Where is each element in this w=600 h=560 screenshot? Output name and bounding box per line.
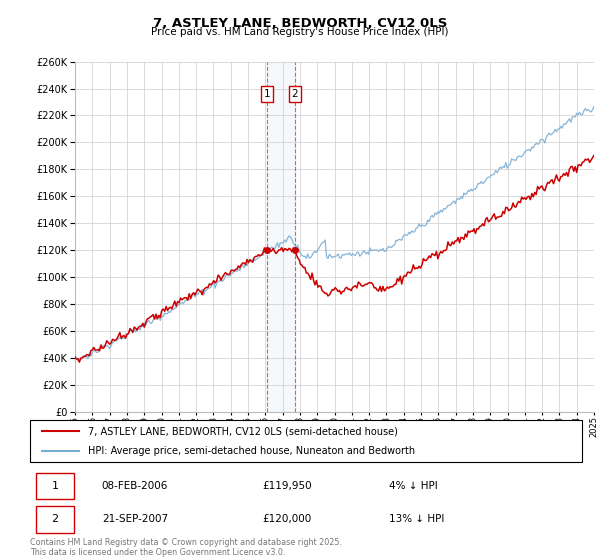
Text: 7, ASTLEY LANE, BEDWORTH, CV12 0LS (semi-detached house): 7, ASTLEY LANE, BEDWORTH, CV12 0LS (semi… [88, 426, 398, 436]
Text: 1: 1 [52, 481, 58, 491]
Text: 7, ASTLEY LANE, BEDWORTH, CV12 0LS: 7, ASTLEY LANE, BEDWORTH, CV12 0LS [153, 17, 447, 30]
FancyBboxPatch shape [35, 473, 74, 499]
Text: Contains HM Land Registry data © Crown copyright and database right 2025.
This d: Contains HM Land Registry data © Crown c… [30, 538, 342, 557]
Text: HPI: Average price, semi-detached house, Nuneaton and Bedworth: HPI: Average price, semi-detached house,… [88, 446, 415, 456]
Text: 21-SEP-2007: 21-SEP-2007 [102, 515, 168, 524]
Text: 13% ↓ HPI: 13% ↓ HPI [389, 515, 444, 524]
Text: 2: 2 [51, 515, 58, 524]
Text: 1: 1 [264, 89, 271, 99]
Text: 08-FEB-2006: 08-FEB-2006 [102, 481, 168, 491]
Bar [267, 62, 295, 412]
Text: £120,000: £120,000 [262, 515, 311, 524]
Text: Price paid vs. HM Land Registry's House Price Index (HPI): Price paid vs. HM Land Registry's House … [151, 27, 449, 37]
Text: £119,950: £119,950 [262, 481, 311, 491]
Text: 4% ↓ HPI: 4% ↓ HPI [389, 481, 437, 491]
FancyBboxPatch shape [30, 420, 582, 462]
Text: 2: 2 [292, 89, 298, 99]
FancyBboxPatch shape [35, 506, 74, 533]
